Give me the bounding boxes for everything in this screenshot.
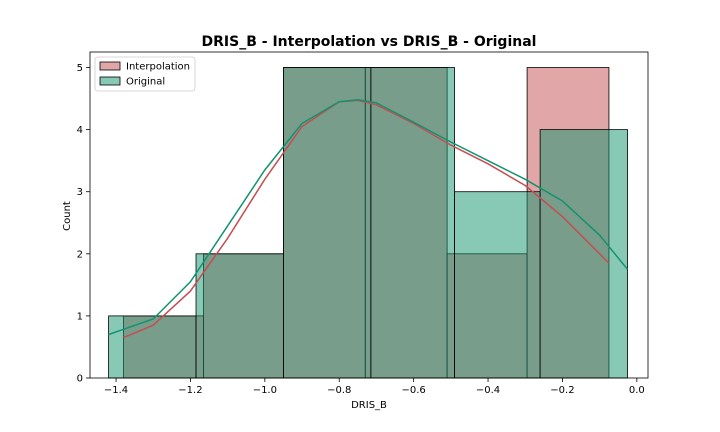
x-tick-label: −1.0 <box>253 385 277 396</box>
original-bar <box>454 191 541 379</box>
x-tick-label: −0.6 <box>401 385 425 396</box>
original-bar <box>195 253 284 379</box>
original-kde-line <box>108 99 629 336</box>
original-legend-swatch <box>99 76 121 86</box>
x-tick-label: −0.8 <box>327 385 351 396</box>
y-tick-label: 2 <box>77 249 83 260</box>
plot-area: −1.4 −1.2 −1.0 −0.8 −0.6 −0.4 −0.2 0.0 0 1 2 3 4 5 <box>77 51 649 396</box>
y-tick-label: 5 <box>77 63 83 74</box>
original-bar <box>283 67 372 379</box>
x-tick-label: 0.0 <box>629 385 645 396</box>
legend: Interpolation Original <box>94 56 196 92</box>
legend-label: Interpolation <box>126 62 190 73</box>
original-bar <box>539 129 628 379</box>
y-tick-label: 0 <box>77 374 83 385</box>
y-tick-label: 1 <box>77 311 83 322</box>
x-tick-label: −0.4 <box>476 385 500 396</box>
interpolation-legend-swatch <box>99 61 121 71</box>
x-axis-label: DRIS_B <box>351 400 387 411</box>
chart-title: DRIS_B - Interpolation vs DRIS_B - Origi… <box>202 34 537 50</box>
x-tick-label: −1.4 <box>104 385 128 396</box>
x-tick-label: −0.2 <box>550 385 574 396</box>
original-bar <box>370 67 455 379</box>
y-tick-label: 3 <box>77 187 83 198</box>
plot-frame <box>89 51 649 379</box>
y-tick-label: 4 <box>77 125 83 136</box>
legend-label: Original <box>126 77 165 88</box>
y-axis-label: Count <box>62 201 73 231</box>
x-tick-label: −1.2 <box>178 385 202 396</box>
